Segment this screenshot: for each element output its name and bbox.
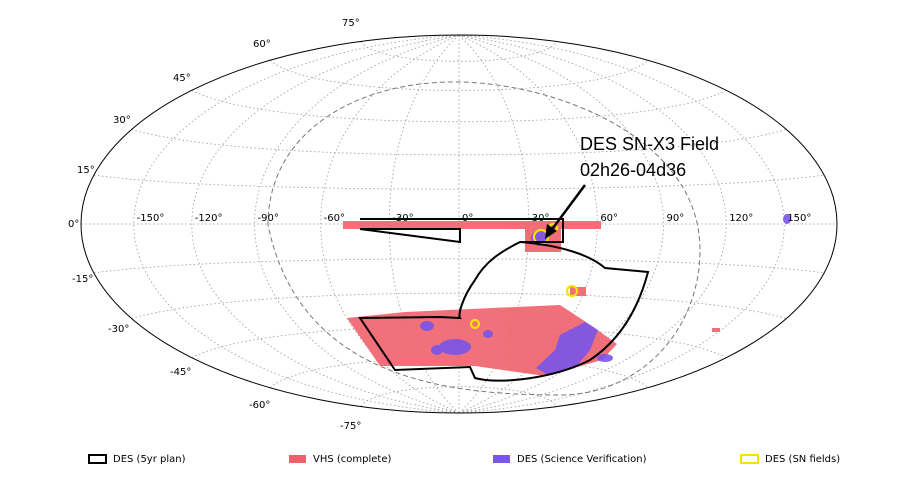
longitude-label: -60°	[324, 213, 345, 224]
latitude-label: 45°	[173, 73, 191, 84]
parallel	[269, 60, 649, 91]
vhs-region	[343, 221, 720, 376]
annotation-line1: DES SN-X3 Field	[580, 134, 719, 154]
sky-boundary	[80, 34, 838, 414]
latitude-label: 0°	[68, 219, 79, 230]
legend-label: DES (SN fields)	[765, 454, 840, 465]
longitude-label: -150°	[137, 213, 165, 224]
meridian	[254, 34, 460, 414]
parallel	[191, 90, 727, 123]
legend-swatch	[289, 455, 306, 463]
parallel	[93, 258, 825, 274]
annotation-line2: 02h26-04d36	[580, 160, 686, 180]
latitude-label: -45°	[170, 367, 191, 378]
legend-swatch	[88, 454, 107, 464]
longitude-label: -30°	[392, 213, 413, 224]
latitude-label: -30°	[108, 324, 129, 335]
legend: DES (5yr plan) VHS (complete) DES (Scien…	[88, 454, 840, 465]
parallel	[131, 129, 787, 156]
parallel	[93, 174, 825, 190]
annotation-arrow	[548, 184, 587, 233]
longitude-label: -120°	[195, 213, 223, 224]
longitude-label: 30°	[532, 213, 550, 224]
latitude-label: 30°	[113, 115, 131, 126]
longitude-label: 120°	[729, 213, 753, 224]
meridian	[320, 34, 460, 414]
longitude-label: 150°	[787, 213, 811, 224]
longitude-label: 60°	[600, 213, 618, 224]
meridian	[191, 34, 460, 414]
longitude-label: 90°	[667, 213, 685, 224]
latitude-label: -60°	[249, 400, 270, 411]
legend-swatch	[740, 454, 759, 464]
des-footprint	[358, 218, 650, 382]
latitude-label: -15°	[72, 274, 93, 285]
longitude-label: 0°	[462, 213, 473, 224]
legend-swatch	[493, 455, 510, 463]
latitude-label: -75°	[340, 421, 361, 432]
latitude-label: 75°	[342, 18, 360, 29]
legend-label: VHS (complete)	[313, 454, 391, 465]
parallel	[131, 292, 787, 319]
meridian	[133, 34, 460, 414]
longitude-label: -90°	[257, 213, 278, 224]
legend-label: DES (5yr plan)	[113, 454, 186, 465]
galactic-plane	[267, 81, 701, 396]
meridian	[458, 34, 785, 414]
legend-label: DES (Science Verification)	[517, 454, 647, 465]
latitude-label: 60°	[253, 39, 271, 50]
latitude-label: 15°	[77, 165, 95, 176]
arrow-head	[545, 224, 557, 239]
